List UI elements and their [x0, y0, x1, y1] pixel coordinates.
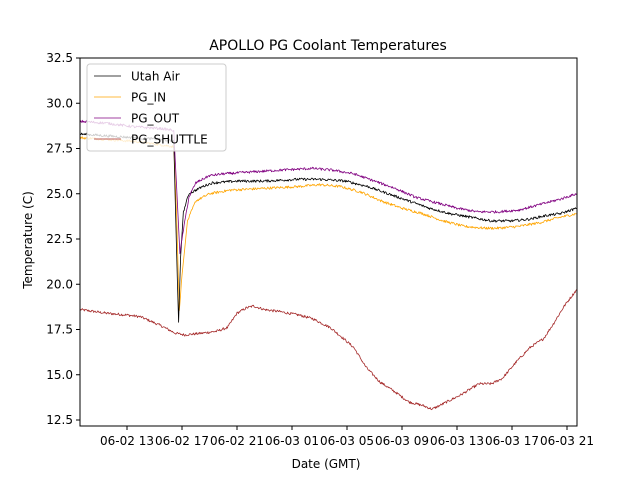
axes-frame — [79, 57, 578, 427]
y-tick-label: 17.5 — [46, 323, 73, 337]
y-tick-label: 20.0 — [46, 277, 73, 291]
y-tick-label: 27.5 — [46, 142, 73, 156]
x-tick-label: 06-03 05 — [320, 434, 374, 448]
legend-label: Utah Air — [131, 70, 180, 84]
x-tick-label: 06-02 17 — [155, 434, 209, 448]
legend-box — [86, 63, 227, 152]
y-tick-label: 30.0 — [46, 96, 73, 110]
x-tick-label: 06-03 13 — [430, 434, 484, 448]
x-axis: 06-02 13 06-02 17 06-02 21 06-03 01 06-03 05… — [100, 426, 594, 448]
legend-label: PG_IN — [131, 91, 166, 105]
x-tick-label: 06-03 17 — [485, 434, 539, 448]
x-tick-label: 06-03 01 — [265, 434, 319, 448]
legend-label: PG_OUT — [131, 112, 180, 126]
x-tick-label: 06-02 13 — [100, 434, 154, 448]
x-tick-label: 06-02 21 — [210, 434, 264, 448]
series-line-utah-air — [80, 132, 577, 323]
x-tick-label: 06-03 21 — [540, 434, 594, 448]
y-tick-label: 32.5 — [46, 51, 73, 65]
y-tick-label: 15.0 — [46, 368, 73, 382]
legend-label: PG_SHUTTLE — [131, 133, 208, 147]
y-tick-label: 12.5 — [46, 413, 73, 427]
y-axis-label: Temperature (C) — [21, 191, 35, 290]
y-tick-label: 25.0 — [46, 187, 73, 201]
x-tick-label: 06-03 09 — [375, 434, 429, 448]
x-axis-label: Date (GMT) — [292, 457, 361, 471]
plot-area — [79, 119, 577, 411]
legend: Utah Air PG_IN PG_OUT PG_SHUTTLE — [86, 63, 227, 152]
series-line-pg-shuttle — [79, 289, 577, 411]
y-axis: 12.5 15.0 17.5 20.0 22.5 25.0 27.5 30.0 32.5 — [46, 51, 80, 427]
y-tick-label: 22.5 — [46, 232, 73, 246]
chart-title: APOLLO PG Coolant Temperatures — [209, 38, 447, 54]
series-line-pg-in — [79, 136, 577, 311]
